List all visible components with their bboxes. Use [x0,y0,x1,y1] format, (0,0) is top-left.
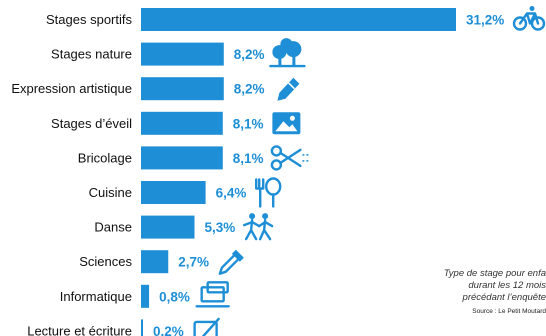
value-label: 5,3% [205,220,236,235]
category-label: Informatique [60,289,132,304]
category-label: Stages nature [51,47,132,62]
bar [141,319,144,336]
dancers-icon [242,213,274,241]
value-label: 31,2% [466,13,504,28]
bar [141,146,223,170]
category-label: Stages sportifs [46,12,132,27]
note-line: précédant l’enquête [462,292,546,303]
writing-icon [193,317,220,336]
bar [141,8,456,31]
scissors-icon [270,145,309,171]
value-label: 8,2% [234,82,265,97]
chart-note: Type de stage pour enfa durant les 12 mo… [418,268,546,318]
category-label: Danse [94,220,132,235]
value-label: 0,8% [159,289,190,304]
value-label: 2,7% [178,255,209,270]
bar [141,215,195,239]
pipette-icon [218,249,244,275]
source-note: Source : Le Petit Moutard [472,308,546,315]
value-label: 8,2% [234,47,265,62]
category-label: Sciences [79,254,132,269]
category-label: Stages d’éveil [51,116,132,131]
bar [141,77,224,101]
bar [141,42,224,66]
category-label: Expression artistique [11,81,132,96]
bar [141,250,169,274]
value-label: 8,1% [233,116,264,131]
bar [141,284,150,308]
cooking-utensils-icon [255,177,282,208]
bar [141,111,223,135]
value-label: 6,4% [216,186,247,201]
note-line: durant les 12 mois [468,280,546,291]
laptop-icon [195,281,230,308]
picture-icon [272,112,301,135]
category-label: Lecture et écriture [27,323,132,336]
category-label: Bricolage [78,150,132,165]
value-label: 8,1% [233,151,264,166]
bicycle-icon [512,6,546,31]
note-line: Type de stage pour enfa [443,268,546,279]
bar [141,181,206,204]
category-label: Cuisine [89,185,132,200]
pencil-icon [277,77,300,101]
value-label: 0.2% [153,324,184,336]
tree-icon [269,38,306,68]
